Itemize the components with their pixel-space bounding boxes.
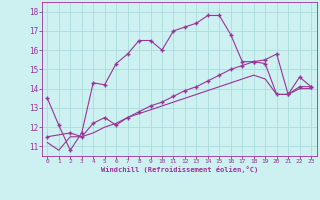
X-axis label: Windchill (Refroidissement éolien,°C): Windchill (Refroidissement éolien,°C) bbox=[100, 166, 258, 173]
